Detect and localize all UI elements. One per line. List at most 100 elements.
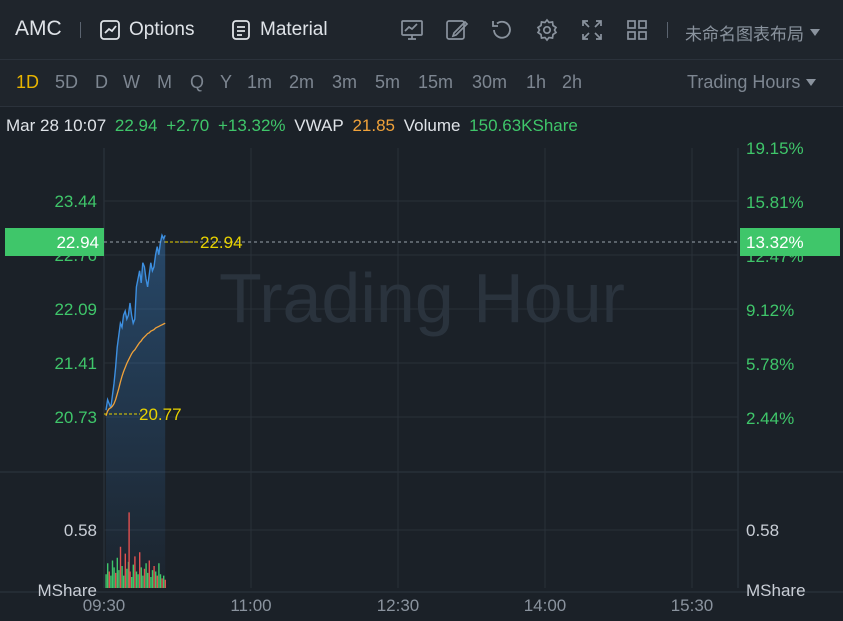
time-tick: 09:30	[83, 596, 126, 615]
quote-datetime: Mar 28 10:07	[6, 116, 107, 135]
period-2m[interactable]: 2m	[289, 72, 315, 92]
volume-bar	[116, 557, 118, 588]
material-button[interactable]: Material	[230, 16, 328, 44]
volume-bar	[129, 571, 131, 588]
period-1h[interactable]: 1h	[526, 72, 547, 92]
period-d[interactable]: D	[95, 72, 108, 92]
options-chart-icon	[100, 20, 120, 40]
caret-down-icon	[810, 29, 820, 36]
period-m[interactable]: M	[157, 72, 172, 92]
time-tick: 15:30	[671, 596, 714, 615]
right-pct-tick: 19.15%	[746, 139, 804, 158]
volume-bar	[161, 578, 163, 588]
caret-down-icon	[806, 79, 817, 86]
period-bar: 1D 5D D W M Q Y 1m 2m 3m 5m 15m 30m 1h 2…	[0, 60, 843, 107]
period-5d[interactable]: 5D	[55, 72, 79, 92]
current-price-label: 22.94	[56, 233, 99, 252]
volume-bar	[111, 560, 114, 588]
left-price-tick: 22.76	[54, 246, 97, 265]
right-pct-tick: 5.78%	[746, 355, 794, 374]
vwap-line	[105, 322, 166, 417]
period-2h[interactable]: 2h	[562, 72, 583, 92]
volume-bar	[143, 568, 146, 588]
toolbar-divider	[80, 22, 81, 38]
volume-bar	[126, 568, 128, 588]
vwap-value: 21.85	[352, 116, 395, 135]
low-price-label: 20.77	[139, 405, 182, 424]
volume-bar	[134, 556, 136, 588]
chart-indicator-icon[interactable]	[400, 18, 424, 42]
period-1d[interactable]: 1D	[16, 72, 40, 92]
volume-bar	[132, 564, 134, 588]
volume-bars	[105, 512, 166, 588]
volume-bar	[164, 579, 166, 588]
volume-bar	[121, 566, 123, 588]
axis-labels: 23.44 22.76 22.09 21.41 20.73 19.15% 15.81% 12.…	[37, 139, 805, 615]
undo-icon[interactable]	[490, 18, 514, 42]
volume-unit-right: MShare	[746, 581, 806, 600]
volume-bar	[135, 571, 138, 588]
period-q[interactable]: Q	[190, 72, 205, 92]
right-pct-tick: 15.81%	[746, 193, 804, 212]
right-pct-tick: 2.44%	[746, 409, 794, 428]
price-tag-label: 22.94	[200, 233, 243, 252]
volume-bar	[108, 571, 110, 588]
left-price-tick: 20.73	[54, 408, 97, 427]
volume-bar	[151, 570, 154, 588]
volume-spike-bar	[128, 512, 130, 588]
volume-unit-left: MShare	[37, 581, 97, 600]
left-price-tick: 21.41	[54, 354, 97, 373]
ticker-symbol[interactable]: AMC	[15, 17, 62, 40]
volume-bar	[137, 574, 139, 588]
period-y[interactable]: Y	[220, 72, 233, 92]
volume-bar	[107, 563, 109, 588]
time-tick: 12:30	[377, 596, 420, 615]
chart-layout-select[interactable]: 未命名图表布局	[685, 20, 820, 45]
options-label: Options	[129, 19, 195, 40]
period-w[interactable]: W	[123, 72, 140, 92]
volume-bar	[153, 566, 155, 588]
fullscreen-icon[interactable]	[580, 18, 604, 42]
volume-bar	[113, 567, 115, 588]
volume-bar	[147, 572, 149, 588]
trading-hours-select[interactable]: Trading Hours	[687, 72, 817, 93]
volume-bar	[118, 570, 120, 588]
volume-bar	[156, 575, 158, 588]
options-button[interactable]: Options	[99, 16, 194, 44]
price-line	[105, 233, 166, 411]
volume-bar	[158, 563, 160, 588]
volume-bar	[110, 575, 112, 588]
volume-bar	[139, 552, 141, 588]
volume-bar	[150, 577, 152, 588]
right-pct-tick: 9.12%	[746, 301, 794, 320]
volume-bar	[123, 575, 125, 588]
period-1m[interactable]: 1m	[247, 72, 273, 92]
volume-value: 150.63KShare	[469, 116, 578, 135]
volume-bar	[159, 574, 162, 588]
document-icon	[232, 20, 250, 40]
volume-bar	[105, 574, 107, 588]
price-area	[106, 235, 166, 589]
chart-grid	[0, 148, 843, 593]
grid-layout-icon[interactable]	[625, 18, 649, 42]
volume-tick-right: 0.58	[746, 521, 779, 540]
gear-icon[interactable]	[535, 18, 559, 42]
price-plot	[5, 228, 840, 589]
volume-bar	[155, 571, 157, 588]
period-3m[interactable]: 3m	[332, 72, 358, 92]
vwap-label: VWAP	[294, 116, 344, 135]
volume-bar	[148, 560, 150, 588]
volume-bar	[163, 575, 165, 588]
volume-bar	[145, 563, 147, 588]
period-5m[interactable]: 5m	[375, 72, 401, 92]
quote-info-line: Mar 28 10:07 22.94 +2.70 +13.32% VWAP 21…	[6, 116, 582, 136]
left-price-tick: 23.44	[54, 192, 97, 211]
draw-pen-icon[interactable]	[445, 18, 469, 42]
period-15m[interactable]: 15m	[418, 72, 454, 92]
current-pct-label: 13.32%	[746, 233, 804, 252]
material-label: Material	[260, 19, 328, 40]
top-toolbar: AMC Options Material	[0, 0, 843, 60]
period-30m[interactable]: 30m	[472, 72, 508, 92]
volume-bar	[131, 577, 133, 588]
